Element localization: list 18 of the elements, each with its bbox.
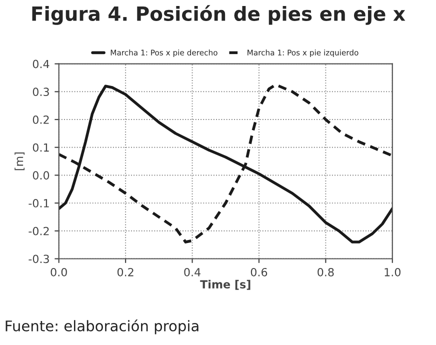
x-axis-title: Time [s] [200,280,250,290]
x-tick-label: 0.0 [50,268,67,276]
x-tick-label: 0.6 [250,268,268,276]
chart-title: Figura 4. Posición de pies en eje x [32,5,406,25]
y-tick-label: 0.2 [32,115,49,124]
y-axis-title: [m] [14,152,25,170]
x-tick-label: 1.0 [384,268,400,276]
x-tick-label: 0.8 [318,268,334,276]
y-tick-label: -0.1 [28,199,49,208]
x-tick-label: 0.4 [184,268,200,276]
y-tick-label: 0.0 [32,171,50,180]
y-tick-label: -0.2 [28,226,49,236]
y-tick-label: 0.1 [32,143,49,152]
y-tick-label: 0.4 [32,60,50,68]
y-tick-label: 0.3 [32,88,49,96]
x-tick-label: 0.2 [117,268,134,276]
y-tick-label: -0.3 [28,254,49,264]
source-note: Fuente: elaboración propia [6,320,198,334]
